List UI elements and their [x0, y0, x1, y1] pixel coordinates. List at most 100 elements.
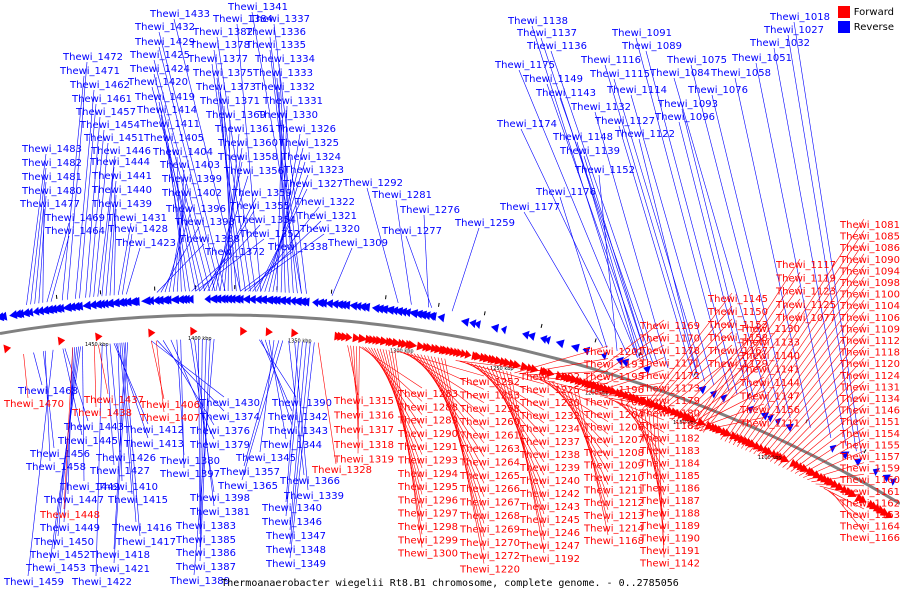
gene-label: Thewi_1325 [278, 138, 339, 149]
gene-label: Thewi_1096 [654, 112, 715, 123]
leader-line [577, 332, 665, 390]
leader-line [213, 49, 251, 292]
leader-line [63, 347, 75, 523]
reverse-feature [403, 308, 411, 318]
leader-line [782, 392, 865, 468]
gene-label: Thewi_1106 [839, 313, 900, 324]
gene-label: Thewi_1359 [231, 188, 292, 199]
gene-label: Thewi_1162 [839, 498, 900, 509]
forward-feature [380, 336, 390, 346]
leader-line [126, 247, 141, 295]
leader-line [278, 91, 286, 293]
gene-label: Thewi_1032 [749, 38, 810, 49]
leader-line [699, 417, 765, 432]
leader-line [613, 78, 705, 382]
leader-line [243, 340, 280, 467]
gene-label: Thewi_1295 [397, 482, 458, 493]
legend-item-forward: Forward [837, 6, 894, 18]
forward-feature [884, 510, 893, 519]
leader-line [269, 49, 298, 294]
gene-label: Thewi_1138 [507, 16, 568, 27]
leader-line [215, 161, 243, 292]
gene-label: Thewi_1125 [775, 300, 836, 311]
gene-label: Thewi_1133 [739, 338, 800, 349]
leader-line [173, 18, 241, 292]
gene-label: Thewi_1332 [254, 82, 315, 93]
forward-feature [858, 495, 867, 504]
reverse-feature [154, 295, 164, 305]
gene-label: Thewi_1300 [397, 549, 458, 560]
leader-line [803, 450, 865, 478]
leader-line [244, 233, 325, 292]
gene-label: Thewi_1260 [459, 417, 520, 428]
gene-label: Thewi_1213 [583, 511, 644, 522]
forward-feature [95, 332, 103, 342]
gene-label: Thewi_1414 [136, 105, 197, 116]
reverse-feature [378, 305, 389, 314]
gene-label: Thewi_1027 [763, 25, 824, 36]
gene-label: Thewi_1147 [739, 392, 800, 403]
gene-label: Thewi_1208 [583, 448, 644, 459]
leader-line [27, 349, 54, 577]
gene-label: Thewi_1358 [217, 152, 278, 163]
reverse-feature [9, 310, 18, 319]
reverse-feature [616, 356, 624, 366]
gene-label: Thewi_1104 [839, 301, 900, 312]
leader-line [42, 208, 45, 303]
gene-label: Thewi_1382 [192, 27, 253, 38]
reverse-feature [474, 320, 481, 329]
leader-line [702, 312, 801, 433]
gene-label: Thewi_1383 [175, 521, 236, 532]
leader-line [687, 376, 765, 427]
gene-label: Thewi_1131 [839, 382, 900, 393]
forward-feature [57, 336, 66, 346]
gene-label: Thewi_1204 [583, 410, 644, 421]
gene-label: Thewi_1245 [519, 515, 580, 526]
leader-line [827, 490, 865, 521]
gene-label: Thewi_1405 [143, 133, 204, 144]
leader-line [673, 77, 771, 409]
gene-label: Thewi_1177 [499, 202, 560, 213]
gene-label: Thewi_1187 [639, 496, 700, 507]
reverse-feature [282, 296, 291, 306]
leader-line [765, 346, 865, 460]
reverse-feature [169, 295, 180, 305]
forward-feature [408, 340, 418, 350]
forward-feature [689, 414, 697, 424]
scale-label: 1450 kbp [85, 342, 109, 348]
leader-line [388, 349, 423, 522]
gene-label: Thewi_1196 [583, 385, 644, 396]
gene-label: Thewi_1211 [583, 486, 644, 497]
leader-line [638, 138, 699, 380]
gene-label: Thewi_1112 [839, 336, 900, 347]
leader-line [786, 404, 865, 470]
leader-line [357, 346, 360, 454]
leader-line [113, 343, 149, 425]
reverse-feature [122, 297, 132, 307]
forward-feature [422, 342, 430, 352]
leader-line [630, 94, 715, 386]
reverse-feature [301, 297, 310, 307]
gene-label: Thewi_1406 [139, 400, 200, 411]
gene-label: Thewi_1403 [159, 160, 220, 171]
gene-label: Thewi_1243 [519, 502, 580, 513]
leader-line [191, 256, 230, 292]
gene-label: Thewi_1158 [707, 333, 768, 344]
gene-label: Thewi_1482 [21, 158, 82, 169]
leader-line [755, 62, 832, 438]
leader-line [362, 346, 423, 402]
reverse-feature [555, 339, 565, 349]
leader-line [490, 367, 545, 489]
gene-label: Thewi_1185 [639, 471, 700, 482]
gene-label: Thewi_1357 [219, 467, 280, 478]
gene-label: Thewi_1390 [271, 398, 332, 409]
reverse-feature [110, 298, 120, 308]
gene-label: Thewi_1386 [175, 548, 236, 559]
gene-label: Thewi_1349 [265, 559, 326, 570]
leader-line [724, 230, 865, 442]
gene-label: Thewi_1195 [583, 372, 644, 383]
gene-label: Thewi_1173 [639, 384, 700, 395]
gene-label: Thewi_1149 [522, 74, 583, 85]
gene-label: Thewi_1237 [519, 437, 580, 448]
